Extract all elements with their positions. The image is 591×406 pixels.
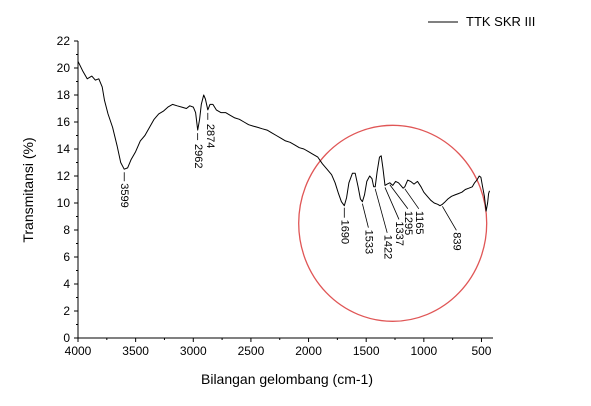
y-tick-label: 8 [63,223,70,237]
peak-leader-line [404,188,420,210]
x-tick-label: 4000 [65,344,92,358]
series-line [77,61,490,212]
y-tick-label: 18 [57,88,71,102]
peak-label: 2962 [192,144,204,168]
legend-label: TTK SKR III [466,14,535,29]
peak-label: 3599 [118,183,130,207]
x-tick-label: 1500 [353,344,380,358]
peak-label: 2874 [204,124,216,148]
peak-leader-line [389,184,409,209]
peak-label: 839 [450,232,462,250]
highlight-circle [298,124,488,322]
y-tick-label: 12 [57,169,71,183]
y-tick-label: 2 [63,304,70,318]
y-tick-label: 22 [57,34,71,48]
peak-leader-line [362,203,369,228]
x-axis-title: Bilangan gelombang (cm-1) [201,371,373,387]
y-tick-label: 6 [63,250,70,264]
peak-label: 1422 [381,235,393,259]
peak-leader-line [374,188,388,233]
peak-leader-line [442,206,457,231]
x-tick-label: 1000 [410,344,437,358]
peak-label: 1295 [402,211,414,235]
y-tick-label: 10 [57,196,71,210]
y-tick-label: 14 [57,142,71,156]
x-tick-label: 3000 [180,344,207,358]
y-axis-title: Transmitansi (%) [20,137,36,242]
peak-label: 1165 [413,211,425,235]
y-tick-label: 16 [57,115,71,129]
x-tick-label: 500 [471,344,491,358]
peak-label: 1337 [393,221,405,245]
x-tick-label: 3500 [122,344,149,358]
y-tick-label: 0 [63,331,70,345]
peak-label: 1533 [363,230,375,254]
peak-label: 1690 [338,220,350,244]
y-tick-label: 4 [63,277,70,291]
x-tick-label: 2500 [238,344,265,358]
x-tick-label: 2000 [295,344,322,358]
peak-leader-line [384,187,400,220]
y-tick-label: 20 [57,61,71,75]
